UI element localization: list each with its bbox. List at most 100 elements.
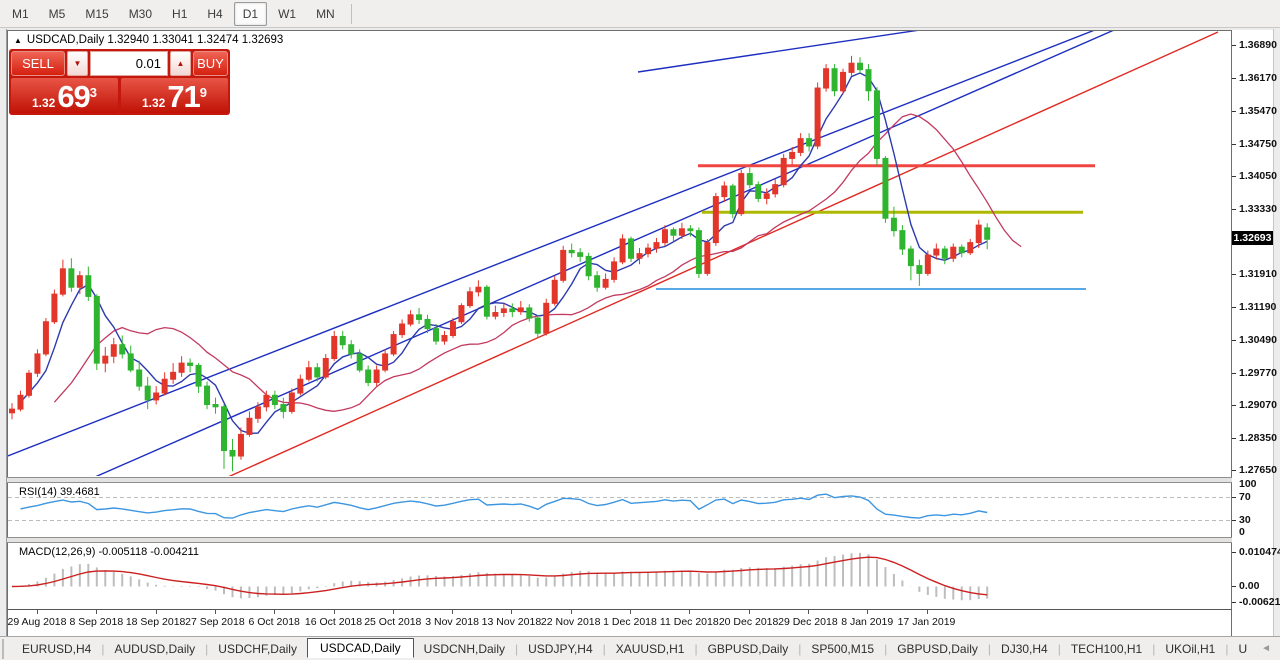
buy-price-pip: 9 bbox=[199, 85, 208, 100]
time-axis-tick bbox=[334, 610, 335, 614]
macd-panel: MACD(12,26,9) -0.005118 -0.004211 bbox=[7, 543, 1232, 609]
buy-price-big: 71 bbox=[167, 79, 200, 114]
price-axis-tick bbox=[1232, 470, 1236, 471]
tab-u[interactable]: U bbox=[1238, 641, 1248, 656]
tab-usdcnh-daily[interactable]: USDCNH,Daily bbox=[423, 641, 506, 656]
price-axis-tick bbox=[1232, 438, 1236, 439]
rsi-axis-label: 0 bbox=[1239, 526, 1245, 538]
tab-usdjpy-h4[interactable]: USDJPY,H4 bbox=[528, 641, 593, 656]
tab-audusd-daily[interactable]: AUDUSD,Daily bbox=[114, 641, 196, 656]
price-axis-label: 1.33330 bbox=[1239, 202, 1277, 215]
tab-xauusd-h1[interactable]: XAUUSD,H1 bbox=[615, 641, 685, 656]
timeframe-button-h1[interactable]: H1 bbox=[172, 6, 188, 21]
tab-separator: | bbox=[205, 641, 209, 656]
time-axis-label: 6 Oct 2018 bbox=[248, 616, 300, 628]
rsi-panel: RSI(14) 39.4681 bbox=[7, 483, 1232, 537]
rsi-axis-tick bbox=[1232, 497, 1236, 498]
tab-eurusd-h4[interactable]: EURUSD,H4 bbox=[22, 641, 92, 656]
timeframe-button-m15[interactable]: M15 bbox=[85, 6, 109, 21]
price-axis-label: 1.31910 bbox=[1239, 268, 1277, 281]
time-axis-tick bbox=[156, 610, 157, 614]
tab-separator: | bbox=[987, 641, 992, 656]
time-axis-tick bbox=[215, 610, 216, 614]
time-axis-tick bbox=[927, 610, 928, 614]
time-axis-tick bbox=[630, 610, 631, 614]
buy-price-display[interactable]: 1.32 71 9 bbox=[121, 78, 228, 113]
collapse-triangle-icon[interactable]: ▲ bbox=[14, 35, 22, 45]
lot-increase-button[interactable]: ▲ bbox=[170, 51, 191, 76]
timeframe-button-m30[interactable]: M30 bbox=[128, 6, 153, 21]
price-axis-label: 1.29070 bbox=[1239, 398, 1277, 411]
time-axis-tick bbox=[571, 610, 572, 614]
rsi-label: RSI(14) 39.4681 bbox=[19, 486, 100, 498]
tabbar-grip[interactable] bbox=[2, 638, 4, 659]
timeframe-button-w1[interactable]: W1 bbox=[278, 6, 297, 21]
tab-tech100-h1[interactable]: TECH100,H1 bbox=[1070, 641, 1143, 656]
timeframe-button-mn[interactable]: MN bbox=[316, 6, 335, 21]
sell-price-big: 69 bbox=[57, 79, 90, 114]
macd-axis-tick bbox=[1232, 552, 1236, 553]
tab-separator: | bbox=[1225, 641, 1229, 656]
price-axis-label: 1.28350 bbox=[1239, 432, 1277, 445]
tab-gbpusd-daily[interactable]: GBPUSD,Daily bbox=[897, 641, 978, 656]
time-axis[interactable]: 29 Aug 2018 8 Sep 2018 18 Sep 2018 27 Sep 2… bbox=[7, 609, 1232, 636]
sell-button[interactable]: SELL bbox=[11, 51, 65, 76]
tab-usdchf-daily[interactable]: USDCHF,Daily bbox=[218, 641, 297, 656]
price-axis-label: 1.34050 bbox=[1239, 169, 1277, 182]
tab-separator: | bbox=[515, 641, 519, 656]
time-axis-tick bbox=[867, 610, 868, 614]
sell-price-display[interactable]: 1.32 69 3 bbox=[11, 78, 118, 113]
tab-separator: | bbox=[798, 641, 802, 656]
window-right-frame bbox=[1273, 29, 1280, 636]
panel-divider[interactable] bbox=[7, 477, 1232, 483]
time-axis-tick bbox=[749, 610, 750, 614]
macd-axis-label: 0.010474 bbox=[1239, 546, 1280, 558]
time-axis-tick bbox=[808, 610, 809, 614]
lot-size-input[interactable]: 0.01 bbox=[90, 51, 168, 76]
macd-axis-tick bbox=[1232, 602, 1236, 603]
rsi-axis-label: 70 bbox=[1239, 491, 1251, 503]
price-axis-tick bbox=[1232, 340, 1236, 341]
time-axis-label: 20 Dec 2018 bbox=[718, 616, 779, 628]
time-axis-tick bbox=[96, 610, 97, 614]
timeframe-button-d1[interactable]: D1 bbox=[233, 1, 268, 26]
panel-divider[interactable] bbox=[7, 537, 1232, 543]
timeframe-button-h4[interactable]: H4 bbox=[207, 6, 223, 21]
sell-price-pip: 3 bbox=[89, 85, 98, 100]
time-axis-label: 8 Jan 2019 bbox=[841, 616, 894, 628]
tab-sp500-m15[interactable]: SP500,M15 bbox=[811, 641, 875, 656]
time-axis-tick bbox=[274, 610, 275, 614]
time-axis-label: 16 Oct 2018 bbox=[304, 616, 363, 628]
tab-ukoil-h1[interactable]: UKOil,H1 bbox=[1165, 641, 1216, 656]
chart-header: ▲ USDCAD,Daily 1.32940 1.33041 1.32474 1… bbox=[14, 34, 283, 46]
tab-separator: | bbox=[884, 641, 888, 656]
chart-tab-bar: EURUSD,H4 | AUDUSD,Daily | USDCHF,Daily USDCA… bbox=[0, 636, 1280, 660]
price-axis-tick bbox=[1232, 78, 1236, 79]
buy-button[interactable]: BUY bbox=[193, 51, 228, 76]
time-axis-label: 11 Dec 2018 bbox=[659, 616, 719, 628]
price-axis-tick bbox=[1232, 307, 1236, 308]
lot-decrease-button[interactable]: ▼ bbox=[67, 51, 88, 76]
rsi-axis-label: 30 bbox=[1239, 514, 1251, 526]
timeframe-button-m5[interactable]: M5 bbox=[48, 6, 66, 21]
time-axis-tick bbox=[511, 610, 512, 614]
tab-separator: | bbox=[1057, 641, 1061, 656]
price-axis-tick bbox=[1232, 405, 1236, 406]
chart-ohlc-text: USDCAD,Daily 1.32940 1.33041 1.32474 1.3… bbox=[26, 34, 284, 46]
timeframe-button-m1[interactable]: M1 bbox=[12, 6, 29, 21]
tab-separator: | bbox=[694, 641, 698, 656]
price-axis-label: 1.36170 bbox=[1239, 72, 1277, 85]
tab-dj30-h4[interactable]: DJ30,H4 bbox=[1001, 641, 1048, 656]
current-price-box: 1.32693 bbox=[1232, 231, 1273, 245]
price-axis[interactable]: 1.36890 1.36170 1.35470 1.34750 1.34050 1.333… bbox=[1232, 30, 1280, 636]
price-axis-tick bbox=[1232, 45, 1236, 46]
candlestick-chart[interactable] bbox=[8, 31, 1231, 476]
tab-usdcad-daily[interactable]: USDCAD,Daily bbox=[306, 637, 414, 658]
rsi-axis-label: 100 bbox=[1239, 478, 1257, 490]
tab-scroll-left-icon[interactable]: ◄ bbox=[1261, 643, 1272, 654]
one-click-trade-panel: SELL ▼ 0.01 ▲ BUY 1.32 69 3 1.32 71 9 bbox=[9, 49, 230, 115]
time-axis-tick bbox=[689, 610, 690, 614]
tab-gbpusd-daily[interactable]: GBPUSD,Daily bbox=[707, 641, 789, 656]
macd-axis-label: -0.006218 bbox=[1239, 596, 1280, 608]
buy-price-handle: 1.32 bbox=[141, 96, 166, 110]
